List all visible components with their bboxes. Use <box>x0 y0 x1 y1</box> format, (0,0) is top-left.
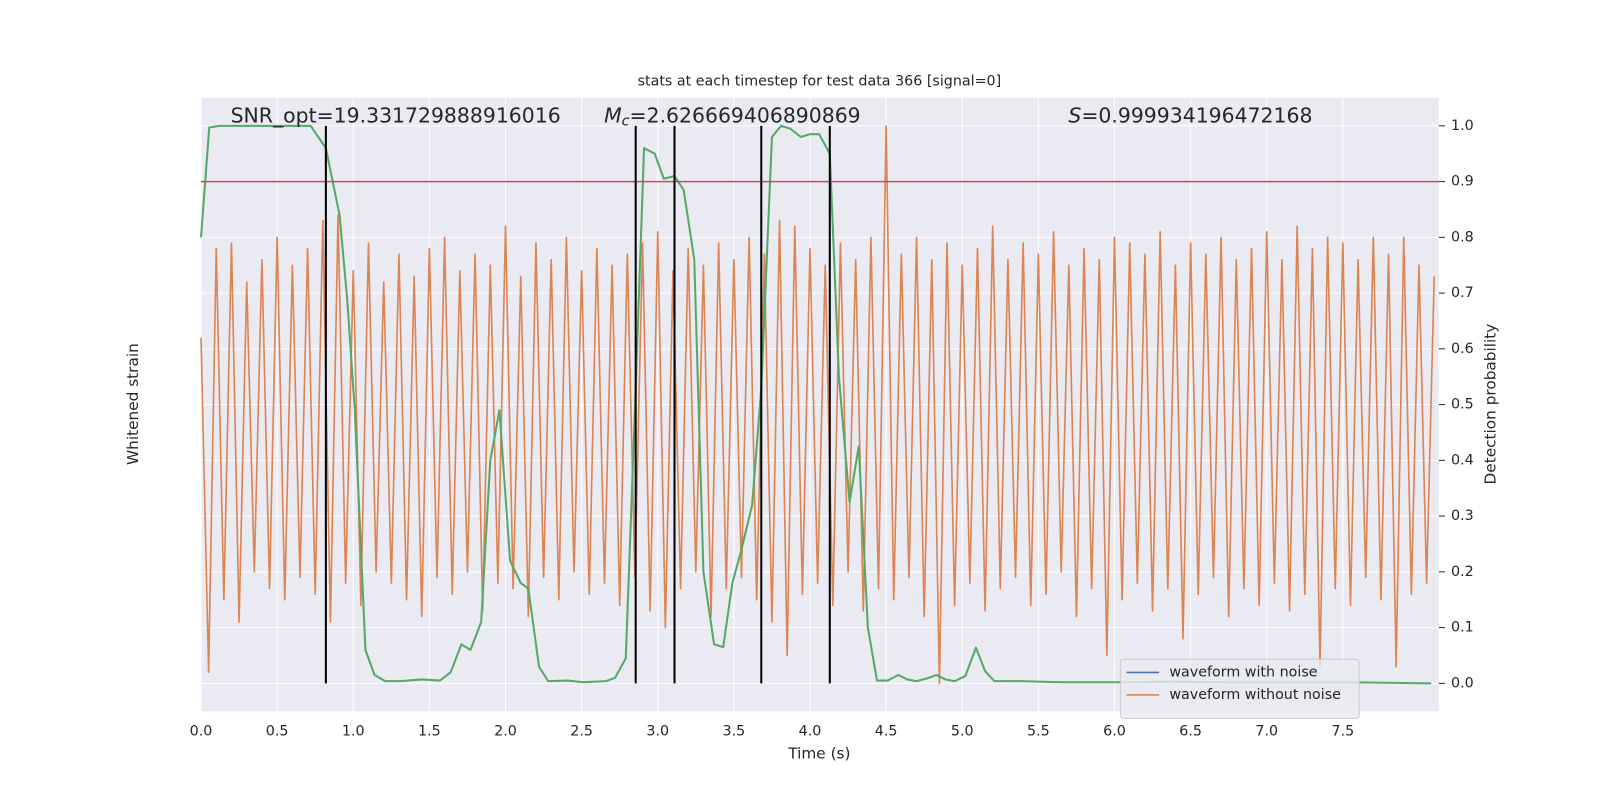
x-tick-label: 7.5 <box>1332 724 1355 740</box>
x-tick-label: 5.5 <box>1027 724 1050 740</box>
series-line <box>200 125 1436 685</box>
legend-label: waveform without noise <box>1169 687 1341 703</box>
y-tick-label: 0.6 <box>1451 341 1474 357</box>
annotation-text: SNR_opt=19.331729888916016 <box>231 103 561 128</box>
y-tick-label: 0.9 <box>1451 174 1474 190</box>
y-tick-label: 0.0 <box>1451 675 1474 691</box>
annotation-symbol: M <box>604 103 622 127</box>
y-tick-label: 0.3 <box>1451 508 1474 524</box>
y-axis-label: Whitened strain <box>124 343 142 465</box>
annotation: S=0.999934196472168 <box>1068 103 1312 127</box>
x-tick-label: 3.5 <box>723 724 746 740</box>
y-tick-label: 0.4 <box>1451 452 1474 468</box>
annotation-symbol: S <box>1068 103 1081 127</box>
x-tick-label: 6.0 <box>1103 724 1126 740</box>
annotation-subscript: c <box>622 113 630 129</box>
annotation: Mc=2.626669406890869 <box>604 103 861 129</box>
x-tick-label: 2.0 <box>494 724 517 740</box>
x-axis-label: Time (s) <box>787 745 850 763</box>
y-tick-label: 0.2 <box>1451 564 1474 580</box>
x-tick-label: 3.0 <box>646 724 669 740</box>
annotation-text: =2.626669406890869 <box>630 103 861 127</box>
x-tick-label: 6.5 <box>1179 724 1202 740</box>
chart-title: stats at each timestep for test data 366… <box>638 74 1002 90</box>
annotation: SNR_opt=19.331729888916016 <box>231 103 561 128</box>
y-tick-label: 0.8 <box>1451 229 1474 245</box>
x-tick-label: 0.0 <box>190 724 213 740</box>
legend-box <box>1119 658 1360 719</box>
x-tick-label: 0.5 <box>266 724 289 740</box>
y-tick-label: 1.0 <box>1451 118 1474 134</box>
x-tick-label: 5.0 <box>951 724 974 740</box>
y-tick-label: 0.7 <box>1451 285 1474 301</box>
x-tick-label: 4.5 <box>875 724 898 740</box>
y2-axis-label: Detection probability <box>1481 324 1499 485</box>
x-tick-label: 2.5 <box>570 724 593 740</box>
x-tick-label: 1.5 <box>418 724 441 740</box>
series-line <box>200 124 1432 685</box>
legend-label: waveform with noise <box>1169 664 1317 680</box>
annotation-text: =0.999934196472168 <box>1081 103 1312 127</box>
x-tick-label: 1.0 <box>342 724 365 740</box>
y-tick-label: 0.5 <box>1451 397 1474 413</box>
x-tick-label: 4.0 <box>799 724 822 740</box>
x-tick-label: 7.0 <box>1255 724 1278 740</box>
y-tick-label: 0.1 <box>1451 620 1474 636</box>
